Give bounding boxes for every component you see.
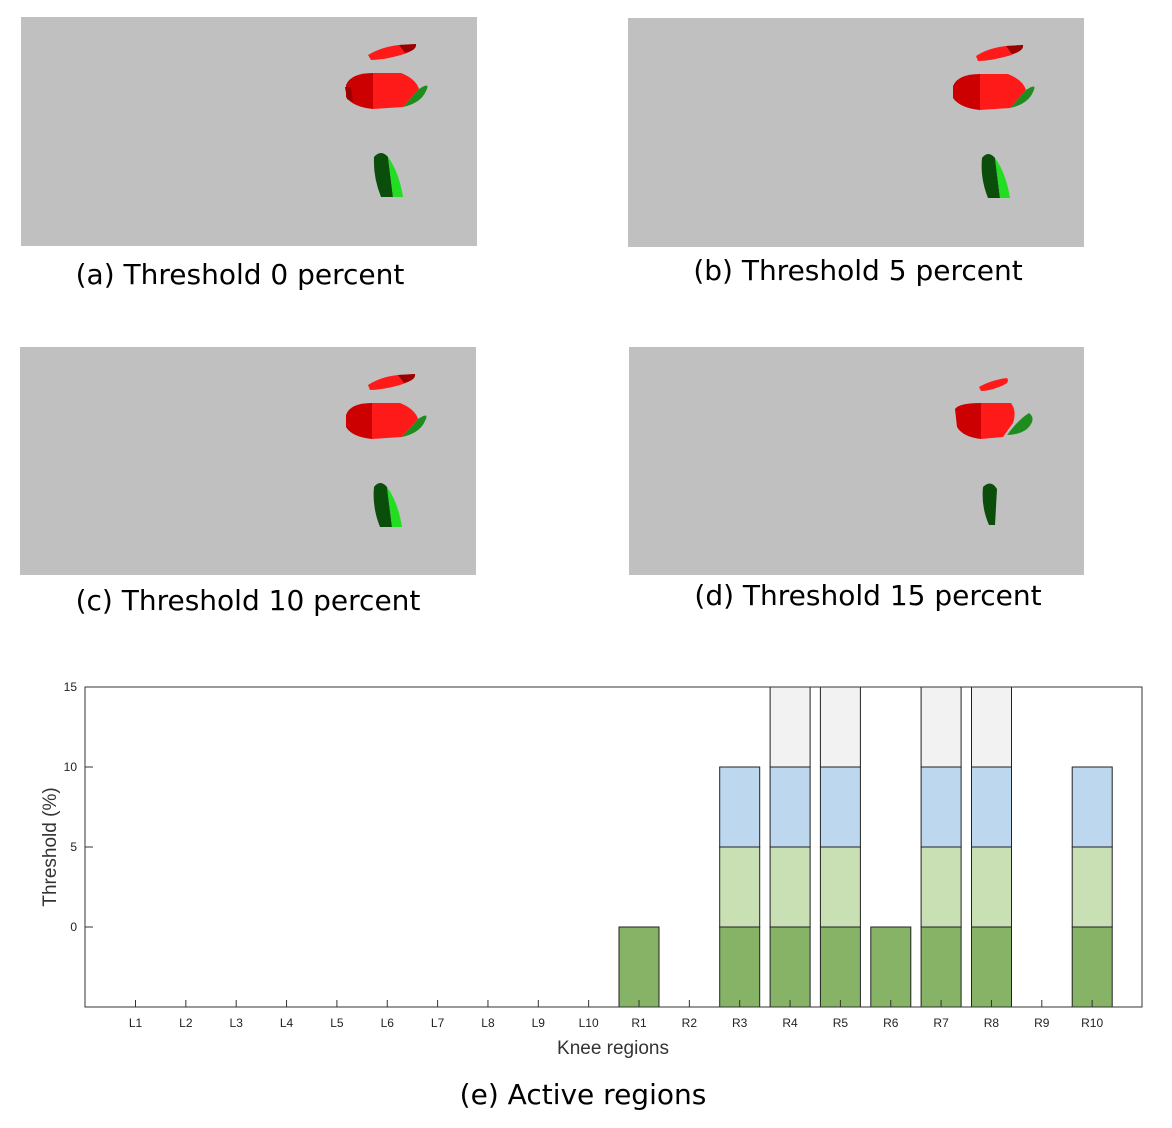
y-ticks-group: 0 5 10 15 bbox=[64, 680, 93, 934]
caption-c: (c) Threshold 10 percent bbox=[75, 584, 421, 617]
x-tick-label-L10: L10 bbox=[579, 1016, 599, 1030]
dark-green-lower bbox=[373, 153, 393, 197]
red-blob-dark-left bbox=[953, 74, 980, 110]
x-tick-label-R2: R2 bbox=[682, 1016, 698, 1030]
x-tick-label-L2: L2 bbox=[179, 1016, 193, 1030]
x-tick-label-L7: L7 bbox=[431, 1016, 445, 1030]
x-tick-label-L9: L9 bbox=[532, 1016, 546, 1030]
knee-segmentation-image-c bbox=[346, 374, 427, 527]
caption-a: (a) Threshold 0 percent bbox=[75, 258, 405, 291]
panel-threshold-15 bbox=[629, 347, 1084, 575]
bar-R4-threshold-5 bbox=[769, 846, 811, 928]
x-ticks-group: L1 L2 L3 L4 L5 L6 L7 L8 L9 L10 R1 R2 R3 R4 R5 R6 R7 R8 R9 R… bbox=[129, 1000, 1103, 1030]
light-green-lower bbox=[388, 157, 403, 197]
bar-R3-threshold-5 bbox=[719, 846, 761, 928]
red-blob-maroon-edge bbox=[345, 87, 353, 102]
bar-R7-threshold-5 bbox=[920, 846, 962, 928]
bar-R5-threshold-0 bbox=[819, 926, 861, 1008]
panel-threshold-5 bbox=[628, 18, 1084, 247]
panel-threshold-10 bbox=[20, 347, 476, 575]
red-blob-center bbox=[980, 74, 1026, 110]
knee-segmentation-image-d bbox=[955, 378, 1033, 525]
bar-R8-threshold-15 bbox=[971, 686, 1012, 768]
x-tick-label-L8: L8 bbox=[481, 1016, 495, 1030]
bar-R10-threshold-0 bbox=[1071, 926, 1113, 1008]
x-tick-label-L6: L6 bbox=[381, 1016, 395, 1030]
x-tick-label-R3: R3 bbox=[732, 1016, 748, 1030]
red-blob-center bbox=[372, 403, 418, 439]
red-blob-center bbox=[981, 403, 1015, 439]
bar-R5-threshold-10 bbox=[819, 766, 861, 848]
x-tick-label-L3: L3 bbox=[230, 1016, 244, 1030]
red-blob-dark-left bbox=[955, 403, 981, 439]
x-tick-label-R7: R7 bbox=[933, 1016, 949, 1030]
x-tick-label-R10: R10 bbox=[1081, 1016, 1103, 1030]
x-tick-label-L4: L4 bbox=[280, 1016, 294, 1030]
green-leaf bbox=[402, 415, 427, 437]
bar-R8-threshold-0 bbox=[971, 926, 1012, 1008]
dark-green-lower bbox=[981, 154, 1000, 198]
bars-group bbox=[618, 686, 1113, 1008]
red-top-strip bbox=[979, 378, 1008, 391]
maroon-top-strip bbox=[1006, 45, 1024, 54]
red-blob-dark-left bbox=[346, 403, 372, 439]
y-tick-label: 5 bbox=[70, 840, 77, 854]
knee-segmentation-image-b bbox=[953, 45, 1035, 198]
bar-R5-threshold-15 bbox=[819, 686, 861, 768]
bar-R1-threshold-0 bbox=[618, 926, 660, 1008]
bar-R3-threshold-10 bbox=[719, 766, 761, 848]
dark-green-lower bbox=[982, 483, 997, 525]
green-leaf bbox=[403, 85, 428, 107]
x-tick-label-L5: L5 bbox=[330, 1016, 344, 1030]
x-tick-label-R6: R6 bbox=[883, 1016, 899, 1030]
bar-R7-threshold-0 bbox=[920, 926, 962, 1008]
y-tick-label: 10 bbox=[64, 760, 78, 774]
green-leaf bbox=[1007, 413, 1033, 435]
bar-R8-threshold-10 bbox=[971, 766, 1012, 848]
bar-R10-threshold-10 bbox=[1071, 766, 1113, 848]
active-regions-chart: 0 5 10 15 L1 L2 L3 L4 L5 L6 L7 L8 L9 L10 R1 R2 R3 R4 R5 R6… bbox=[40, 680, 1143, 1059]
maroon-top-strip bbox=[398, 374, 416, 383]
y-axis-label: Threshold (%) bbox=[40, 787, 61, 906]
red-blob-dark-left bbox=[346, 73, 373, 109]
x-tick-label-R5: R5 bbox=[833, 1016, 849, 1030]
y-tick-label: 0 bbox=[70, 920, 77, 934]
panel-threshold-0 bbox=[21, 17, 477, 246]
x-tick-label-R4: R4 bbox=[782, 1016, 798, 1030]
bar-R3-threshold-0 bbox=[719, 926, 761, 1008]
bar-R4-threshold-15 bbox=[769, 686, 811, 768]
green-leaf bbox=[1010, 86, 1035, 108]
light-green-lower bbox=[387, 487, 402, 527]
light-green-lower bbox=[995, 158, 1010, 198]
caption-e: (e) Active regions bbox=[459, 1078, 707, 1111]
bar-R7-threshold-15 bbox=[920, 686, 962, 768]
x-tick-label-L1: L1 bbox=[129, 1016, 143, 1030]
bar-R10-threshold-5 bbox=[1071, 846, 1113, 928]
y-tick-label: 15 bbox=[64, 680, 78, 694]
bar-R7-threshold-10 bbox=[920, 766, 962, 848]
knee-segmentation-image-a bbox=[345, 44, 428, 197]
caption-b: (b) Threshold 5 percent bbox=[693, 254, 1023, 287]
bar-R4-threshold-0 bbox=[769, 926, 811, 1008]
bar-R8-threshold-5 bbox=[971, 846, 1012, 928]
dark-green-lower bbox=[373, 483, 392, 527]
caption-d: (d) Threshold 15 percent bbox=[694, 579, 1042, 612]
maroon-top-strip bbox=[399, 44, 417, 53]
x-axis-label: Knee regions bbox=[557, 1038, 669, 1059]
x-tick-label-R9: R9 bbox=[1034, 1016, 1050, 1030]
x-tick-label-R8: R8 bbox=[984, 1016, 1000, 1030]
bar-R5-threshold-5 bbox=[819, 846, 861, 928]
bar-R6-threshold-0 bbox=[870, 926, 912, 1008]
x-tick-label-R1: R1 bbox=[631, 1016, 647, 1030]
red-blob-center bbox=[373, 73, 419, 109]
bar-R4-threshold-10 bbox=[769, 766, 811, 848]
